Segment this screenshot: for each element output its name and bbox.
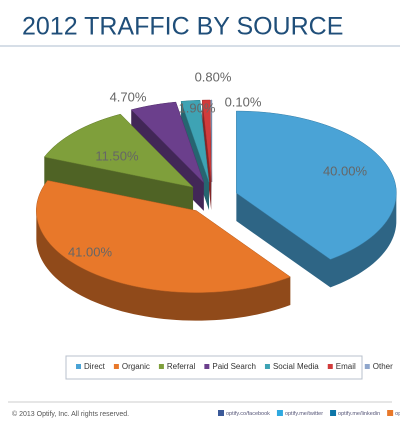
legend-label: Email [336,362,356,371]
legend-label: Paid Search [212,362,256,371]
chart-title: 2012 TRAFFIC BY SOURCE [22,13,343,41]
value-label: 11.50% [95,148,139,163]
value-label: 41.00% [68,244,113,259]
legend-swatch [264,364,270,369]
footer-link[interactable]: optify.me/linkedin [338,411,380,417]
legend-swatch [113,364,119,369]
footer-link[interactable]: optify.co/facebook [226,411,270,417]
legend-swatch [158,364,164,369]
link-icon [218,410,224,416]
value-label: 40.00% [323,163,368,178]
slice [236,110,397,260]
copyright: © 2013 Optify, Inc. All rights reserved. [12,410,129,418]
value-label: 0.80% [195,69,232,84]
slice [180,99,210,183]
link-icon [330,410,337,416]
legend-box [65,355,363,380]
footer-link[interactable]: optify.net/blog [395,411,400,417]
link-icon [387,410,394,416]
legend-swatch [204,364,210,369]
legend-label: Other [373,362,393,371]
legend-swatch [327,364,333,369]
legend-label: Social Media [273,362,319,371]
value-label: 0.10% [225,94,262,109]
slice [130,101,205,184]
link-icon [276,410,283,416]
legend-swatch [76,364,81,369]
slice [201,99,212,183]
slice [210,99,213,183]
slice [43,113,194,188]
legend-label: Referral [167,362,196,371]
value-label: 4.70% [110,89,147,104]
legend-label: Organic [122,362,150,371]
value-label: 1.90% [179,100,216,115]
slice [36,180,291,293]
legend-label: Direct [84,362,106,371]
footer-link[interactable]: optify.me/twitter [285,411,323,417]
legend-swatch [364,364,370,369]
